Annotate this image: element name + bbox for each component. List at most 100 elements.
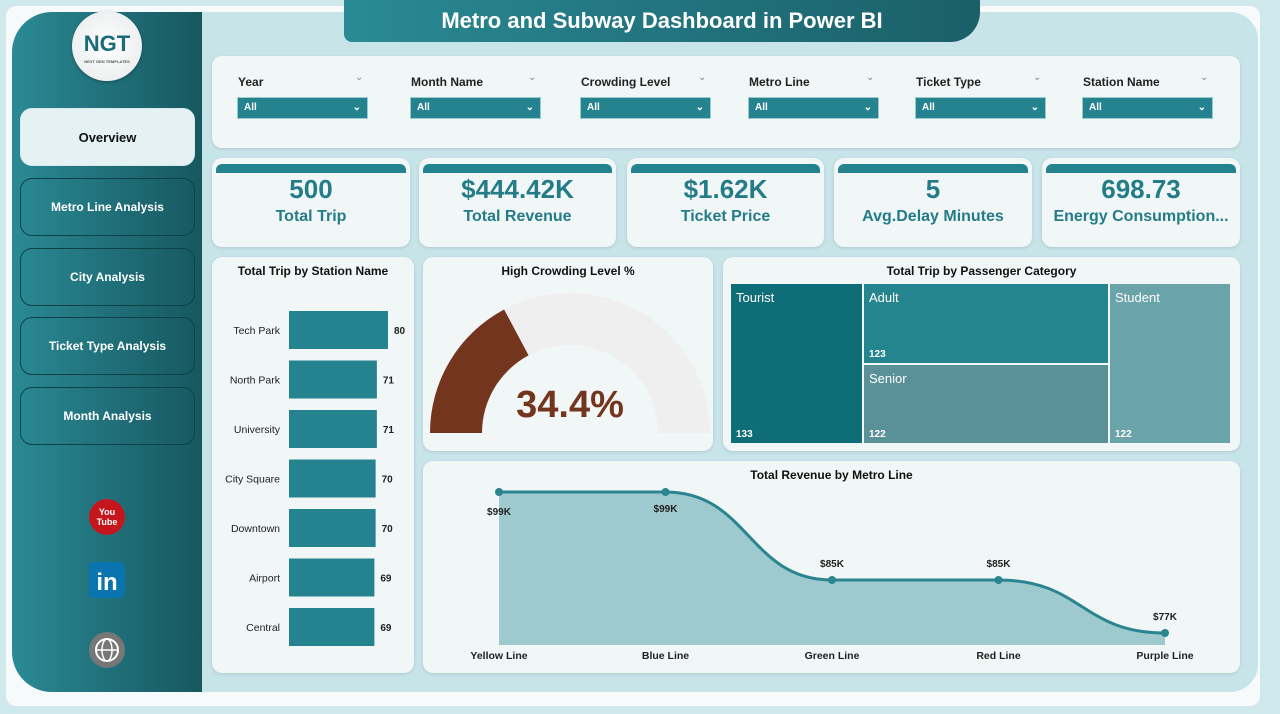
x-tick-label: Blue Line — [642, 650, 689, 662]
chevron-down-icon: ⌄ — [863, 102, 872, 113]
treemap-tile[interactable]: Tourist 133 — [731, 284, 862, 443]
bar-value-label: 70 — [382, 475, 394, 486]
page-title: Metro and Subway Dashboard in Power BI — [344, 0, 980, 42]
tile-label: Senior — [869, 371, 907, 386]
x-tick-label: Red Line — [976, 650, 1020, 662]
nav-label: City Analysis — [70, 270, 145, 284]
chevron-down-icon[interactable]: ⌄ — [866, 72, 875, 83]
bar[interactable] — [289, 360, 377, 399]
nav-overview[interactable]: Overview — [20, 108, 195, 166]
chart-title: Total Trip by Passenger Category — [886, 264, 1077, 278]
treemap-tile[interactable]: Senior 122 — [864, 365, 1108, 443]
filter-dropdown[interactable]: All ⌄ — [410, 97, 541, 119]
bar[interactable] — [289, 410, 377, 448]
filter-dropdown[interactable]: All ⌄ — [580, 97, 711, 119]
linkedin-icon[interactable]: in — [88, 561, 126, 599]
x-tick-label: Green Line — [805, 650, 860, 662]
bar[interactable] — [289, 459, 376, 498]
kpi-card: $444.42K Total Revenue — [419, 158, 616, 247]
kpi-card: $1.62K Ticket Price — [627, 158, 824, 247]
filter-dropdown[interactable]: All ⌄ — [748, 97, 879, 119]
gauge-fill — [430, 309, 529, 433]
chevron-down-icon[interactable]: ⌄ — [528, 72, 537, 83]
bar-value-label: 71 — [383, 425, 395, 436]
gauge-value: 34.4% — [516, 384, 624, 426]
filter-label: Ticket Type — [916, 75, 981, 89]
chevron-down-icon[interactable]: ⌄ — [1200, 72, 1209, 83]
chevron-down-icon[interactable]: ⌄ — [1033, 72, 1042, 83]
bar-value-label: 71 — [383, 376, 395, 387]
tile-value: 133 — [736, 429, 753, 440]
youtube-icon[interactable]: You Tube — [88, 498, 126, 536]
bar-value-label: 80 — [394, 326, 406, 337]
bar-category-label: Central — [246, 622, 280, 634]
kpi-card: 500 Total Trip — [212, 158, 410, 247]
kpi-value: 698.73 — [1101, 174, 1181, 204]
chevron-down-icon: ⌄ — [1030, 102, 1039, 113]
filter-dropdown[interactable]: All ⌄ — [1082, 97, 1213, 119]
nav-month-analysis[interactable]: Month Analysis — [20, 387, 195, 445]
dropdown-value: All — [755, 102, 768, 113]
filter-label: Month Name — [411, 75, 483, 89]
chart-title: Total Revenue by Metro Line — [750, 468, 913, 482]
bar-category-label: North Park — [230, 375, 281, 387]
kpi-card: 5 Avg.Delay Minutes — [834, 158, 1032, 247]
bar-value-label: 69 — [380, 574, 392, 585]
data-point[interactable] — [828, 576, 836, 584]
bar[interactable] — [289, 558, 375, 597]
bar[interactable] — [289, 608, 375, 646]
data-label: $99K — [487, 507, 512, 518]
nav-label: Overview — [78, 129, 137, 145]
data-label: $99K — [654, 504, 679, 515]
bar-category-label: Tech Park — [233, 325, 280, 337]
data-label: $77K — [1153, 612, 1178, 623]
kpi-value: 500 — [289, 174, 333, 204]
chevron-down-icon: ⌄ — [525, 102, 534, 113]
nav-city-analysis[interactable]: City Analysis — [20, 248, 195, 306]
tile-label: Tourist — [736, 290, 775, 305]
bar-category-label: City Square — [225, 474, 280, 486]
svg-text:You: You — [99, 507, 115, 517]
tile-value: 123 — [869, 349, 886, 360]
filter-dropdown[interactable]: All ⌄ — [237, 97, 368, 119]
globe-icon[interactable] — [88, 631, 126, 669]
crowding-gauge: High Crowding Level % 34.4% — [423, 257, 713, 451]
nav-metro-line-analysis[interactable]: Metro Line Analysis — [20, 178, 195, 236]
svg-text:Tube: Tube — [97, 517, 118, 527]
bar[interactable] — [289, 509, 376, 547]
chevron-down-icon[interactable]: ⌄ — [698, 72, 707, 83]
tile-value: 122 — [1115, 429, 1132, 440]
revenue-area-chart: Total Revenue by Metro Line $99K Yellow L… — [423, 461, 1240, 673]
chevron-down-icon: ⌄ — [1197, 102, 1206, 113]
chevron-down-icon: ⌄ — [695, 102, 704, 113]
tile-label: Adult — [869, 290, 899, 305]
data-point[interactable] — [1161, 629, 1169, 637]
data-point[interactable] — [495, 488, 503, 496]
treemap-tile[interactable]: Student 122 — [1110, 284, 1230, 443]
filter-label: Crowding Level — [581, 75, 671, 89]
data-point[interactable] — [994, 576, 1003, 584]
filter-dropdown[interactable]: All ⌄ — [915, 97, 1046, 119]
chart-title: Total Trip by Station Name — [237, 264, 389, 278]
nav-ticket-type-analysis[interactable]: Ticket Type Analysis — [20, 317, 195, 375]
dropdown-value: All — [1089, 102, 1102, 113]
data-point[interactable] — [661, 488, 670, 496]
chevron-down-icon: ⌄ — [352, 102, 361, 113]
data-label: $85K — [987, 559, 1012, 570]
kpi-label: Avg.Delay Minutes — [862, 208, 1004, 225]
treemap-tile[interactable]: Adult 123 — [864, 284, 1108, 363]
kpi-label: Energy Consumption... — [1053, 208, 1229, 225]
kpi-value: 5 — [925, 174, 941, 204]
nav-label: Month Analysis — [63, 409, 152, 423]
station-bar-chart: Total Trip by Station Name Tech Park 80 No… — [212, 257, 414, 673]
filter-label: Year — [238, 75, 264, 89]
nav-label: Metro Line Analysis — [51, 200, 164, 214]
tile-value: 122 — [869, 429, 886, 440]
kpi-label: Total Trip — [275, 208, 347, 225]
chevron-down-icon[interactable]: ⌄ — [355, 72, 364, 83]
filter-label: Station Name — [1083, 75, 1160, 89]
nav-label: Ticket Type Analysis — [48, 339, 167, 353]
kpi-card: 698.73 Energy Consumption... — [1042, 158, 1240, 247]
data-label: $85K — [820, 559, 845, 570]
bar[interactable] — [289, 311, 388, 349]
